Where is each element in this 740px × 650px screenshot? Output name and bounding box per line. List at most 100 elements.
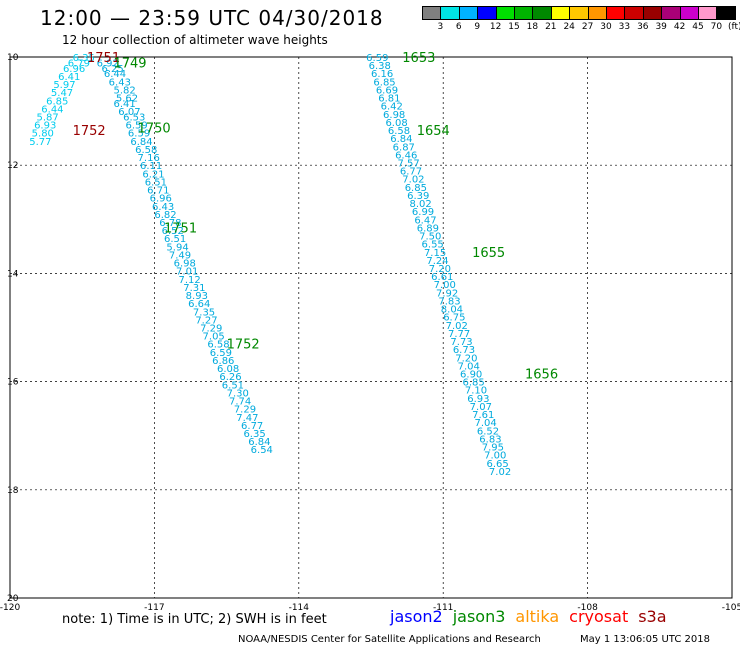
- wave-height-label: 6.51: [222, 380, 244, 391]
- wave-height-label: 6.79: [68, 58, 90, 69]
- wave-height-label: 6.43: [152, 202, 174, 213]
- pass-time-label: 1751: [164, 221, 197, 236]
- wave-height-label: 6.98: [383, 110, 405, 121]
- wave-height-label: 6.98: [174, 259, 196, 270]
- wave-height-label: 6.51: [145, 177, 167, 188]
- wave-height-label: 6.47: [414, 215, 436, 226]
- wave-height-label: 7.92: [436, 288, 458, 299]
- wave-height-label: 7.57: [397, 158, 419, 169]
- scale-label: 9: [474, 22, 481, 32]
- x-tick-label: -108: [577, 603, 598, 613]
- pass-time-label: 1750: [138, 121, 171, 136]
- wave-height-label: 6.11: [140, 161, 162, 172]
- wave-height-label: 7.15: [424, 248, 446, 259]
- wave-height-label: 6.85: [405, 183, 427, 194]
- wave-height-label: 5.80: [32, 129, 54, 140]
- wave-height-label: 6.41: [113, 99, 135, 110]
- wave-height-label: 7.29: [234, 405, 256, 416]
- wave-height-label: 5.77: [29, 137, 51, 148]
- y-tick-label: 16: [7, 378, 19, 388]
- legend-item: altika: [515, 607, 560, 626]
- wave-height-label: 7.31: [183, 283, 205, 294]
- wave-height-label: 6.99: [412, 207, 434, 218]
- wave-height-label: 6.44: [41, 104, 63, 115]
- credit-text: NOAA/NESDIS Center for Satellite Applica…: [238, 634, 541, 645]
- wave-height-label: 6.81: [378, 94, 400, 105]
- wave-height-label: 6.83: [479, 434, 501, 445]
- wave-height-label: 6.41: [58, 72, 80, 83]
- wave-height-label: 6.85: [462, 378, 484, 389]
- scale-label: 21: [545, 22, 557, 32]
- y-tick-label: 18: [7, 486, 19, 496]
- legend-item: s3a: [638, 607, 667, 626]
- wave-height-label: 7.29: [200, 324, 222, 335]
- satellite-legend: jason2 jason3 altika cryosat s3a: [390, 607, 677, 626]
- wave-height-label: 7.73: [450, 337, 472, 348]
- scale-label: 27: [581, 22, 594, 32]
- wave-height-label: 6.08: [385, 118, 407, 129]
- wave-height-label: 6.51: [164, 234, 186, 245]
- wave-height-label: 8.04: [441, 305, 463, 316]
- y-tick-label: 14: [7, 269, 19, 279]
- pass-time-label: 1653: [402, 51, 435, 66]
- scale-label: 15: [508, 22, 520, 32]
- scale-label: 39: [655, 22, 667, 32]
- wave-height-label: 6.59: [128, 129, 150, 140]
- scale-label: (ft): [728, 22, 740, 32]
- wave-height-label: 7.02: [446, 321, 468, 332]
- scale-label: 70: [710, 22, 723, 32]
- wave-height-label: 6.90: [460, 369, 482, 380]
- page-subtitle: 12 hour collection of altimeter wave hei…: [62, 33, 328, 47]
- wave-height-label: 7.16: [138, 153, 160, 164]
- wave-height-label: 6.84: [390, 134, 412, 145]
- wave-height-label: 6.44: [104, 69, 126, 80]
- wave-height-label: 7.02: [489, 467, 511, 478]
- pass-time-label: 1749: [113, 56, 146, 71]
- wave-height-label: 6.73: [453, 345, 475, 356]
- wave-height-label: 7.07: [470, 402, 492, 413]
- wave-height-label: 6.75: [443, 313, 465, 324]
- wave-height-label: 6.96: [63, 64, 85, 75]
- wave-height-label: 6.07: [118, 107, 140, 118]
- scale-swatch: [716, 6, 736, 20]
- wave-height-label: 6.26: [219, 372, 241, 383]
- wave-height-label: 7.20: [455, 353, 477, 364]
- wave-height-label: 6.55: [422, 240, 444, 251]
- y-tick-label: 20: [7, 594, 19, 604]
- wave-height-label: 5.47: [51, 88, 73, 99]
- wave-height-label: 6.54: [251, 445, 273, 456]
- wave-height-label: 6.96: [150, 194, 172, 205]
- wave-height-label: 6.78: [159, 218, 181, 229]
- scale-label: 12: [489, 22, 502, 32]
- wave-height-label: 6.93: [467, 394, 489, 405]
- wave-height-label: 6.92: [97, 58, 119, 69]
- wave-height-label: 7.50: [419, 232, 441, 243]
- wave-height-label: 7.02: [402, 175, 424, 186]
- wave-height-label: 6.42: [381, 102, 403, 113]
- wave-height-label: 6.65: [487, 459, 509, 470]
- y-tick-label: 10: [7, 53, 19, 63]
- wave-height-label: 6.59: [126, 121, 148, 132]
- wave-height-label: 6.16: [371, 69, 393, 80]
- wave-height-label: 7.74: [229, 397, 251, 408]
- pass-time-label: 1656: [525, 367, 558, 382]
- wave-height-label: 7.01: [176, 267, 198, 278]
- wave-height-label: 6.52: [477, 426, 499, 437]
- wave-height-label: 6.25: [101, 64, 123, 75]
- scale-label: 45: [692, 22, 704, 32]
- wave-height-label: 7.35: [193, 307, 215, 318]
- pass-time-label: 1751: [87, 51, 120, 66]
- wave-height-label: 6.85: [46, 96, 68, 107]
- wave-height-label: 6.53: [123, 113, 145, 124]
- wave-height-label: 6.21: [142, 169, 164, 180]
- wave-height-label: 6.58: [207, 340, 229, 351]
- pass-time-label: 1655: [472, 246, 505, 261]
- wave-height-label: 7.24: [426, 256, 448, 267]
- wave-height-label: 6.77: [241, 421, 263, 432]
- wave-height-label: 7.04: [458, 361, 480, 372]
- wave-height-label: 5.97: [53, 80, 75, 91]
- legend-item: jason3: [452, 607, 506, 626]
- scale-label: 36: [637, 22, 649, 32]
